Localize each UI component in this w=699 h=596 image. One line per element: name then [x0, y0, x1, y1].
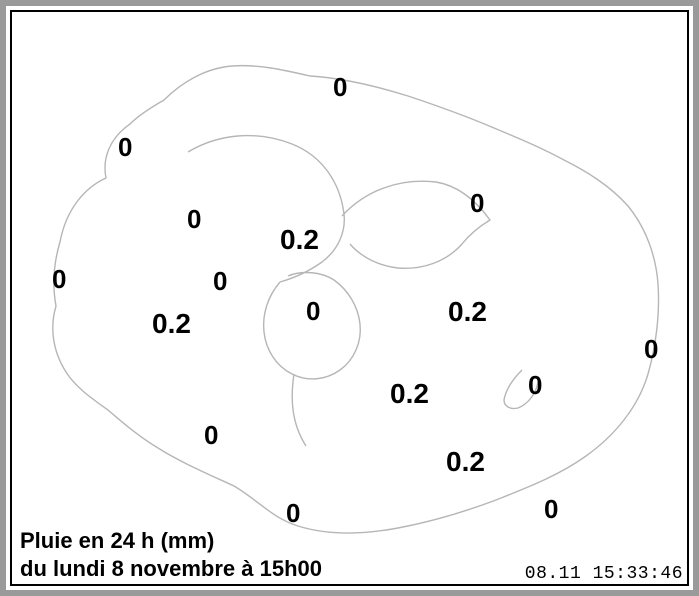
rain-value-9: 0.2 [152, 310, 191, 338]
interior-contour-3 [292, 374, 306, 446]
interior-contour-0 [188, 136, 344, 282]
rain-value-12: 0 [528, 372, 542, 398]
interior-contour-1 [342, 181, 490, 268]
rain-value-13: 0 [204, 422, 218, 448]
island-map [10, 10, 689, 586]
rain-value-0: 0 [333, 74, 347, 100]
rain-value-16: 0 [544, 496, 558, 522]
coastline [53, 66, 659, 533]
rain-value-1: 0 [118, 134, 132, 160]
map-frame: 0 0 0 0 0.2 0 0 0 0.2 0.2 0 0.2 0 0 0.2 0 0 Pluie en 24 … [6, 6, 693, 590]
rain-value-10: 0 [644, 336, 658, 362]
rain-value-3: 0 [187, 206, 201, 232]
rain-value-8: 0.2 [448, 298, 487, 326]
caption: Pluie en 24 h (mm) du lundi 8 novembre à… [20, 527, 322, 582]
rain-value-14: 0.2 [446, 448, 485, 476]
rain-value-6: 0 [213, 268, 227, 294]
rain-value-11: 0.2 [390, 380, 429, 408]
caption-line2: du lundi 8 novembre à 15h00 [20, 555, 322, 583]
timestamp: 08.11 15:33:46 [525, 564, 683, 584]
rain-value-2: 0 [470, 190, 484, 216]
rain-value-15: 0 [286, 500, 300, 526]
rain-value-7: 0 [306, 298, 320, 324]
rain-value-4: 0.2 [280, 226, 319, 254]
caption-line1: Pluie en 24 h (mm) [20, 527, 322, 555]
rain-value-5: 0 [52, 266, 66, 292]
